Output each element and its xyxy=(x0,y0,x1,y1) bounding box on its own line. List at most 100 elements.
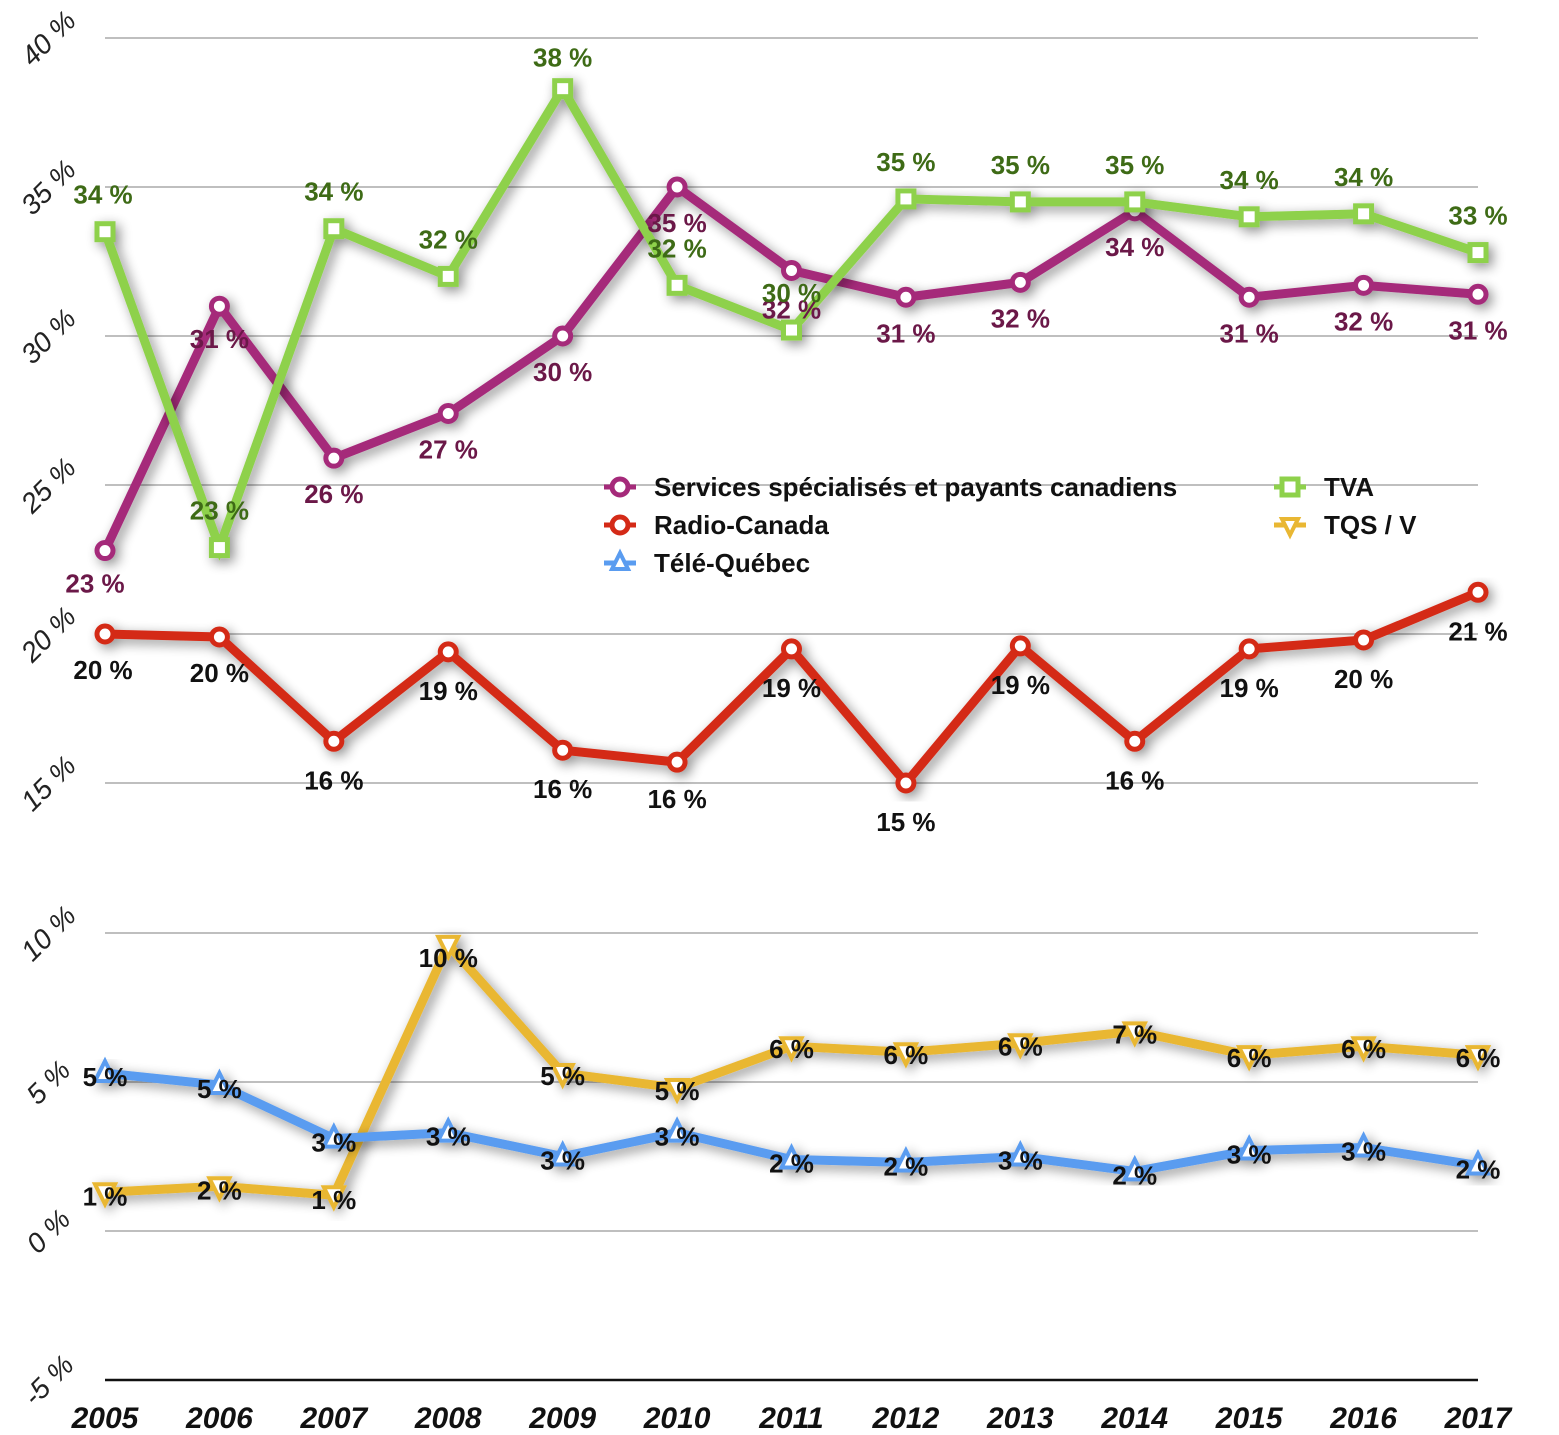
data-label: 34 % xyxy=(1105,232,1164,262)
data-label: 32 % xyxy=(647,233,706,263)
data-label: 5 % xyxy=(83,1062,128,1092)
data-labels: 23 % 31 % 26 % 27 % 30 % 35 % 32 % 31 % 32 % 34 %… xyxy=(65,43,1507,1216)
data-label: 6 % xyxy=(769,1034,814,1064)
data-label: 2 % xyxy=(769,1148,814,1178)
data-point-marker xyxy=(91,1182,119,1209)
data-label: 34 % xyxy=(73,180,132,210)
data-label: 5 % xyxy=(197,1074,242,1104)
x-tick-label: 2011 xyxy=(758,1402,824,1435)
data-label: 26 % xyxy=(304,479,363,509)
data-label: 2 % xyxy=(884,1151,929,1181)
data-point-marker xyxy=(91,1056,119,1084)
data-label: 5 % xyxy=(655,1076,700,1106)
data-label: 23 % xyxy=(190,496,249,526)
data-point-marker xyxy=(549,1140,576,1167)
legend-item: TQS / V xyxy=(1274,510,1417,540)
data-point-marker xyxy=(208,295,230,317)
legend-label: Radio-Canada xyxy=(654,510,829,540)
data-label: 16 % xyxy=(1105,765,1164,795)
data-label: 16 % xyxy=(533,774,592,804)
x-tick-label: 2017 xyxy=(1444,1402,1513,1435)
data-point-marker xyxy=(320,1185,348,1212)
data-label: 32 % xyxy=(1334,306,1393,336)
x-tick-label: 2012 xyxy=(872,1402,940,1435)
data-label: 31 % xyxy=(1448,315,1507,345)
y-tick-label: 15 % xyxy=(15,750,82,817)
x-axis-ticks: 2005 2006 2007 2008 2009 2010 2011 2012 2013 2014… xyxy=(71,1402,1513,1435)
legend: Services spécialisés et payants canadien… xyxy=(604,472,1417,578)
data-label: 35 % xyxy=(991,150,1050,180)
x-tick-label: 2008 xyxy=(414,1402,482,1435)
data-point-marker xyxy=(1279,476,1301,498)
data-point-marker xyxy=(323,218,345,240)
data-label: 1 % xyxy=(311,1185,356,1215)
data-point-marker xyxy=(609,514,631,536)
x-tick-label: 2006 xyxy=(185,1402,253,1435)
data-point-marker xyxy=(1353,203,1375,225)
data-label: 30 % xyxy=(762,278,821,308)
series-4 xyxy=(91,1056,1492,1182)
data-point-marker xyxy=(1238,638,1260,660)
data-label: 10 % xyxy=(419,943,478,973)
data-point-marker xyxy=(208,537,230,559)
y-tick-label: 10 % xyxy=(15,900,82,967)
data-point-marker xyxy=(1009,635,1031,657)
data-point-marker xyxy=(1467,242,1489,264)
data-point-marker xyxy=(1121,1021,1148,1048)
legend-item: Télé-Québec xyxy=(604,548,810,578)
data-label: 6 % xyxy=(998,1031,1043,1061)
y-tick-label: 5 % xyxy=(20,1054,76,1110)
data-label: 20 % xyxy=(1334,664,1393,694)
x-tick-label: 2015 xyxy=(1215,1402,1284,1435)
data-point-marker xyxy=(663,1116,691,1143)
data-point-marker xyxy=(1467,283,1489,305)
data-label: 34 % xyxy=(1334,162,1393,192)
data-label: 3 % xyxy=(540,1146,585,1176)
data-label: 27 % xyxy=(419,434,478,464)
x-tick-label: 2016 xyxy=(1329,1402,1397,1435)
legend-item: TVA xyxy=(1274,472,1374,502)
data-point-marker xyxy=(435,1116,462,1143)
data-label: 31 % xyxy=(190,324,249,354)
x-tick-label: 2009 xyxy=(528,1402,596,1435)
data-label: 2 % xyxy=(1112,1160,1157,1190)
data-label: 3 % xyxy=(1341,1137,1386,1167)
data-point-marker xyxy=(323,730,345,752)
data-point-marker xyxy=(552,325,574,347)
data-label: 3 % xyxy=(426,1122,471,1152)
data-point-marker xyxy=(1353,629,1375,651)
data-point-marker xyxy=(206,1068,233,1095)
data-point-marker xyxy=(1464,1045,1492,1072)
data-point-marker xyxy=(437,402,459,424)
data-point-marker xyxy=(666,751,688,773)
data-point-marker xyxy=(437,641,459,663)
data-label: 38 % xyxy=(533,43,592,73)
data-label: 32 % xyxy=(762,294,821,324)
data-point-marker xyxy=(1124,730,1146,752)
data-label: 31 % xyxy=(1220,318,1279,348)
grid-lines xyxy=(105,37,1478,1382)
data-point-marker xyxy=(778,1143,805,1170)
data-point-marker xyxy=(608,548,632,571)
data-point-marker xyxy=(781,259,802,281)
data-label: 21 % xyxy=(1448,616,1507,646)
series-2 xyxy=(94,581,1489,794)
data-label: 3 % xyxy=(998,1146,1043,1176)
data-point-marker xyxy=(1238,286,1260,308)
y-tick-label: 25 % xyxy=(14,452,82,520)
data-point-marker xyxy=(1124,191,1146,213)
data-point-marker xyxy=(781,638,802,660)
data-point-marker xyxy=(1007,1033,1034,1060)
data-label: 2 % xyxy=(197,1175,242,1205)
data-point-marker xyxy=(208,626,230,648)
data-point-marker xyxy=(437,265,459,287)
data-label: 31 % xyxy=(876,318,935,348)
data-label: 6 % xyxy=(1456,1043,1501,1073)
series-0 xyxy=(94,176,1489,562)
data-label: 6 % xyxy=(1227,1043,1272,1073)
y-tick-label: 40 % xyxy=(15,5,82,72)
data-point-marker xyxy=(94,623,116,645)
data-point-marker xyxy=(1235,1134,1263,1161)
legend-label: TVA xyxy=(1324,472,1374,502)
y-tick-label: 30 % xyxy=(15,303,82,370)
